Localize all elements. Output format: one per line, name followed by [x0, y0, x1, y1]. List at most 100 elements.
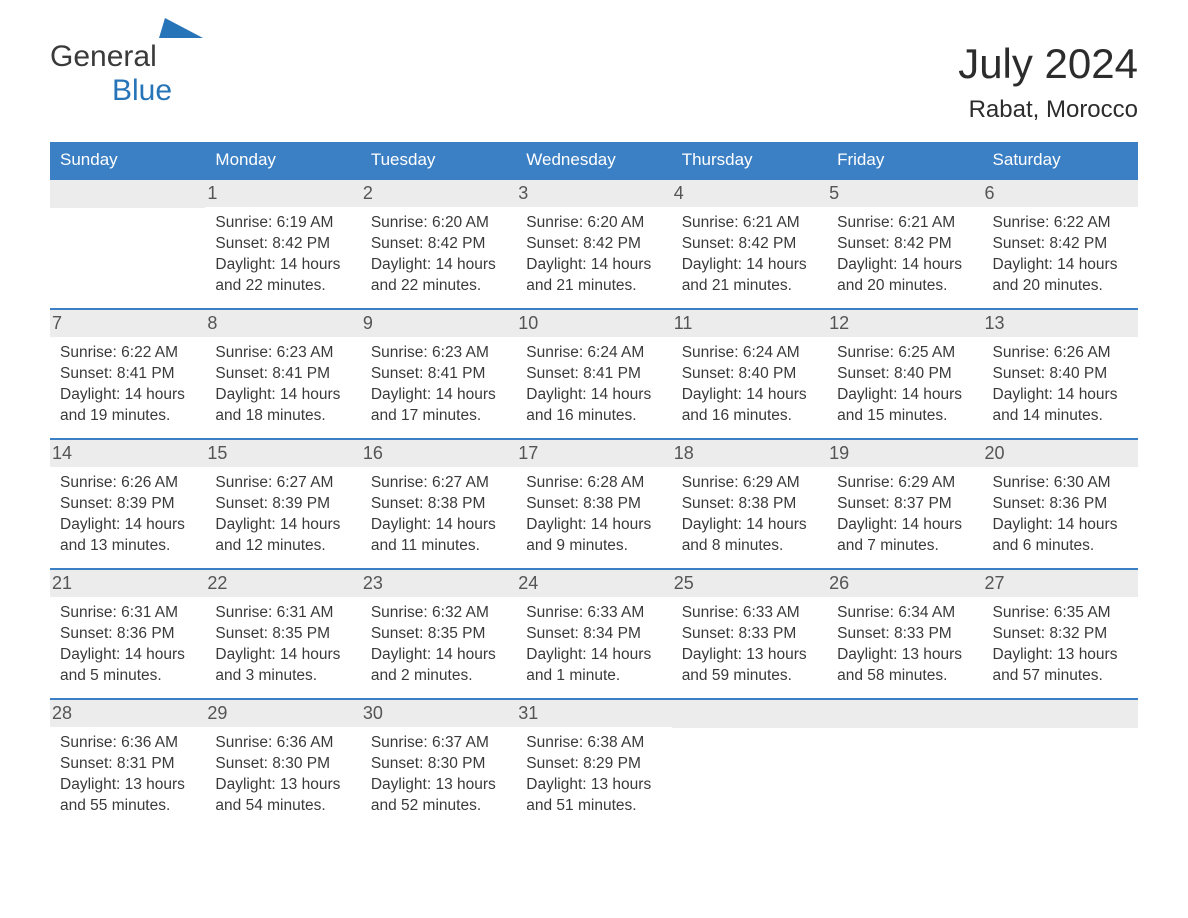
daylight-text: Daylight: 14 hours and 13 minutes.	[60, 515, 195, 557]
day-cell: 18 Sunrise: 6:29 AMSunset: 8:38 PMDayligh…	[672, 440, 827, 568]
daylight-text: Daylight: 14 hours and 20 minutes.	[993, 255, 1128, 297]
sunrise-text: Sunrise: 6:29 AM	[837, 473, 972, 494]
sunset-text: Sunset: 8:33 PM	[837, 624, 972, 645]
day-info: Sunrise: 6:31 AMSunset: 8:36 PMDaylight:…	[60, 603, 195, 687]
sunrise-text: Sunrise: 6:22 AM	[993, 213, 1128, 234]
week-row: 28Sunrise: 6:36 AMSunset: 8:31 PMDayligh…	[50, 698, 1138, 828]
sunset-text: Sunset: 8:36 PM	[993, 494, 1128, 515]
sunrise-text: Sunrise: 6:35 AM	[993, 603, 1128, 624]
sunrise-text: Sunrise: 6:23 AM	[215, 343, 350, 364]
day-cell: 26Sunrise: 6:34 AMSunset: 8:33 PMDayligh…	[827, 570, 982, 698]
day-number: 31	[516, 700, 671, 727]
day-cell: 5Sunrise: 6:21 AMSunset: 8:42 PMDaylight…	[827, 180, 982, 308]
sunrise-text: Sunrise: 6:23 AM	[371, 343, 506, 364]
calendar: SundayMondayTuesdayWednesdayThursdayFrid…	[50, 142, 1138, 828]
day-cell: 9Sunrise: 6:23 AMSunset: 8:41 PMDaylight…	[361, 310, 516, 438]
sunrise-text: Sunrise: 6:20 AM	[371, 213, 506, 234]
daylight-text: Daylight: 14 hours and 12 minutes.	[215, 515, 350, 557]
day-number: 18	[672, 440, 827, 467]
sunset-text: Sunset: 8:30 PM	[215, 754, 350, 775]
day-info: Sunrise: 6:27 AMSunset: 8:39 PMDaylight:…	[215, 473, 350, 557]
sunrise-text: Sunrise: 6:32 AM	[371, 603, 506, 624]
day-number: 15	[205, 440, 360, 467]
sunset-text: Sunset: 8:40 PM	[993, 364, 1128, 385]
day-cell: 13Sunrise: 6:26 AMSunset: 8:40 PMDayligh…	[983, 310, 1138, 438]
daylight-text: Daylight: 14 hours and 15 minutes.	[837, 385, 972, 427]
day-info: Sunrise: 6:36 AMSunset: 8:30 PMDaylight:…	[215, 733, 350, 817]
daylight-text: Daylight: 14 hours and 2 minutes.	[371, 645, 506, 687]
day-info: Sunrise: 6:22 AMSunset: 8:42 PMDaylight:…	[993, 213, 1128, 297]
sunset-text: Sunset: 8:42 PM	[837, 234, 972, 255]
logo-text-2: Blue	[112, 74, 172, 107]
day-number: 27	[983, 570, 1138, 597]
day-number: 23	[361, 570, 516, 597]
day-cell: 15 Sunrise: 6:27 AMSunset: 8:39 PMDayligh…	[205, 440, 360, 568]
day-info: Sunrise: 6:29 AMSunset: 8:38 PMDaylight:…	[682, 473, 817, 557]
daylight-text: Daylight: 14 hours and 7 minutes.	[837, 515, 972, 557]
day-cell: 12Sunrise: 6:25 AMSunset: 8:40 PMDayligh…	[827, 310, 982, 438]
day-info: Sunrise: 6:19 AMSunset: 8:42 PMDaylight:…	[215, 213, 350, 297]
day-number: 24	[516, 570, 671, 597]
day-cell: 10Sunrise: 6:24 AMSunset: 8:41 PMDayligh…	[516, 310, 671, 438]
day-cell: 17Sunrise: 6:28 AMSunset: 8:38 PMDayligh…	[516, 440, 671, 568]
sunrise-text: Sunrise: 6:30 AM	[993, 473, 1128, 494]
sunrise-text: Sunrise: 6:19 AM	[215, 213, 350, 234]
daylight-text: Daylight: 13 hours and 51 minutes.	[526, 775, 661, 817]
day-number: 25	[672, 570, 827, 597]
logo: General Blue	[50, 40, 203, 108]
sunrise-text: Sunrise: 6:33 AM	[682, 603, 817, 624]
daylight-text: Daylight: 14 hours and 8 minutes.	[682, 515, 817, 557]
sunrise-text: Sunrise: 6:31 AM	[215, 603, 350, 624]
day-info: Sunrise: 6:34 AMSunset: 8:33 PMDaylight:…	[837, 603, 972, 687]
sunset-text: Sunset: 8:41 PM	[526, 364, 661, 385]
day-number: 28	[50, 700, 205, 727]
sunrise-text: Sunrise: 6:22 AM	[60, 343, 195, 364]
sunrise-text: Sunrise: 6:38 AM	[526, 733, 661, 754]
day-info: Sunrise: 6:28 AMSunset: 8:38 PMDaylight:…	[526, 473, 661, 557]
sunrise-text: Sunrise: 6:21 AM	[837, 213, 972, 234]
daylight-text: Daylight: 14 hours and 3 minutes.	[215, 645, 350, 687]
day-cell: 3Sunrise: 6:20 AMSunset: 8:42 PMDaylight…	[516, 180, 671, 308]
day-number-empty	[50, 180, 205, 208]
week-row: 14Sunrise: 6:26 AMSunset: 8:39 PMDayligh…	[50, 438, 1138, 568]
day-info: Sunrise: 6:33 AMSunset: 8:34 PMDaylight:…	[526, 603, 661, 687]
sunrise-text: Sunrise: 6:26 AM	[993, 343, 1128, 364]
sunset-text: Sunset: 8:37 PM	[837, 494, 972, 515]
day-number: 3	[516, 180, 671, 207]
day-info: Sunrise: 6:29 AMSunset: 8:37 PMDaylight:…	[837, 473, 972, 557]
day-cell: 23Sunrise: 6:32 AMSunset: 8:35 PMDayligh…	[361, 570, 516, 698]
day-cell: 1Sunrise: 6:19 AMSunset: 8:42 PMDaylight…	[205, 180, 360, 308]
daylight-text: Daylight: 13 hours and 58 minutes.	[837, 645, 972, 687]
week-row: 1Sunrise: 6:19 AMSunset: 8:42 PMDaylight…	[50, 178, 1138, 308]
sunrise-text: Sunrise: 6:27 AM	[215, 473, 350, 494]
daylight-text: Daylight: 13 hours and 52 minutes.	[371, 775, 506, 817]
day-info: Sunrise: 6:25 AMSunset: 8:40 PMDaylight:…	[837, 343, 972, 427]
sunset-text: Sunset: 8:31 PM	[60, 754, 195, 775]
sunrise-text: Sunrise: 6:26 AM	[60, 473, 195, 494]
day-number: 22	[205, 570, 360, 597]
day-number: 13	[983, 310, 1138, 337]
day-number: 5	[827, 180, 982, 207]
day-cell: 25Sunrise: 6:33 AMSunset: 8:33 PMDayligh…	[672, 570, 827, 698]
daylight-text: Daylight: 14 hours and 1 minute.	[526, 645, 661, 687]
sunset-text: Sunset: 8:38 PM	[682, 494, 817, 515]
sunset-text: Sunset: 8:42 PM	[371, 234, 506, 255]
sunset-text: Sunset: 8:29 PM	[526, 754, 661, 775]
day-number: 10	[516, 310, 671, 337]
sunrise-text: Sunrise: 6:34 AM	[837, 603, 972, 624]
weekday-header-friday: Friday	[827, 142, 982, 178]
daylight-text: Daylight: 14 hours and 17 minutes.	[371, 385, 506, 427]
sunrise-text: Sunrise: 6:33 AM	[526, 603, 661, 624]
sunrise-text: Sunrise: 6:37 AM	[371, 733, 506, 754]
sunset-text: Sunset: 8:39 PM	[215, 494, 350, 515]
header: General Blue July 2024 Rabat, Morocco	[50, 40, 1138, 124]
day-cell: 31 Sunrise: 6:38 AMSunset: 8:29 PMDayligh…	[516, 700, 671, 828]
weekday-header-sunday: Sunday	[50, 142, 205, 178]
sunrise-text: Sunrise: 6:36 AM	[215, 733, 350, 754]
day-info: Sunrise: 6:38 AMSunset: 8:29 PMDaylight:…	[526, 733, 661, 817]
day-info: Sunrise: 6:36 AMSunset: 8:31 PMDaylight:…	[60, 733, 195, 817]
daylight-text: Daylight: 14 hours and 22 minutes.	[371, 255, 506, 297]
day-info: Sunrise: 6:21 AMSunset: 8:42 PMDaylight:…	[682, 213, 817, 297]
day-number: 11	[672, 310, 827, 337]
sunset-text: Sunset: 8:36 PM	[60, 624, 195, 645]
